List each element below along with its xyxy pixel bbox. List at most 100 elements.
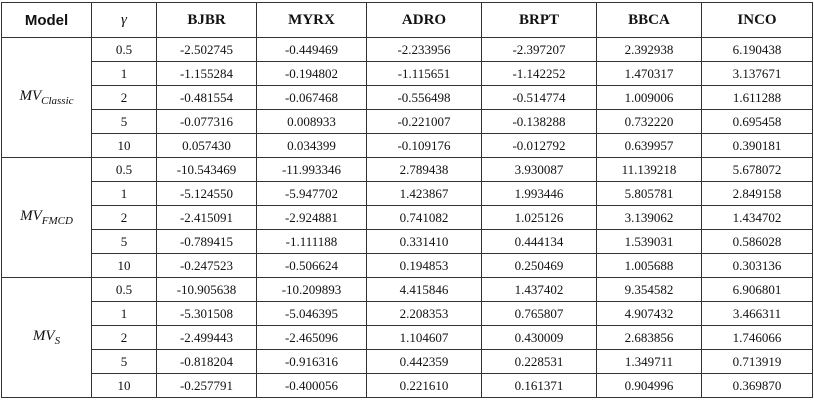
table-row: 1 -1.155284 -0.194802 -1.115651 -1.142252 1.4… <box>2 61 813 86</box>
value-cell: -2.465096 <box>256 325 367 350</box>
value-cell: -0.789415 <box>156 229 257 254</box>
value-cell: -2.924881 <box>256 205 367 230</box>
table-row: MVFMCD 0.5 -10.543469 -11.993346 2.789438 3.9… <box>1 157 813 278</box>
value-cell: 1.437402 <box>481 277 597 302</box>
model-cell: MVClassic <box>1 37 92 158</box>
header-row: Model γ BJBR MYRX ADRO BRPT BBCA INCO <box>1 2 813 38</box>
value-cell: -2.233956 <box>366 37 482 62</box>
value-cell: 0.904996 <box>596 373 702 398</box>
gamma-cell: 5 <box>91 349 157 374</box>
value-cell: 1.005688 <box>596 253 702 278</box>
gamma-cell: 5 <box>91 229 157 254</box>
value-cell: -0.138288 <box>481 109 597 134</box>
value-cell: -0.012792 <box>481 133 597 158</box>
gamma-cell: 0.5 <box>91 37 157 62</box>
value-cell: 1.611288 <box>701 85 813 110</box>
table-row: 5 -0.077316 0.008933 -0.221007 -0.138288 0.73… <box>2 109 813 134</box>
table-row: 5 -0.818204 -0.916316 0.442359 0.228531 1.349… <box>2 349 813 374</box>
value-cell: 6.190438 <box>701 37 813 62</box>
value-cell: -1.142252 <box>481 61 597 86</box>
value-cell: -0.400056 <box>256 373 367 398</box>
table-row: 2 -0.481554 -0.067468 -0.556498 -0.514774 1.0… <box>2 85 813 110</box>
gamma-cell: 10 <box>91 133 157 158</box>
gamma-cell: 2 <box>91 205 157 230</box>
value-cell: -5.947702 <box>256 181 367 206</box>
value-cell: -0.257791 <box>156 373 257 398</box>
gamma-cell: 1 <box>91 181 157 206</box>
table-row: 10 -0.247523 -0.506624 0.194853 0.250469 1.00… <box>2 253 813 278</box>
model-cell: MVS <box>1 277 92 398</box>
value-cell: -1.115651 <box>366 61 482 86</box>
value-cell: 1.104607 <box>366 325 482 350</box>
value-cell: 1.746066 <box>701 325 813 350</box>
gamma-cell: 5 <box>91 109 157 134</box>
gamma-cell: 10 <box>91 373 157 398</box>
table-row: 2 -2.415091 -2.924881 0.741082 1.025126 3.139… <box>2 205 813 230</box>
value-cell: 5.805781 <box>596 181 702 206</box>
value-cell: -0.506624 <box>256 253 367 278</box>
value-cell: 0.034399 <box>256 133 367 158</box>
value-cell: -11.993346 <box>256 157 367 182</box>
value-cell: -2.499443 <box>156 325 257 350</box>
value-cell: 3.139062 <box>596 205 702 230</box>
value-cell: 1.434702 <box>701 205 813 230</box>
gamma-cell: 2 <box>91 325 157 350</box>
table-row: 10 -0.257791 -0.400056 0.221610 0.161371 0.90… <box>2 373 813 398</box>
table-row: 10 0.057430 0.034399 -0.109176 -0.012792 0.63… <box>2 133 813 158</box>
model-name: MV <box>19 88 42 104</box>
value-cell: -5.046395 <box>256 301 367 326</box>
value-cell: 1.349711 <box>596 349 702 374</box>
value-cell: 0.161371 <box>481 373 597 398</box>
column-header: ADRO <box>366 2 482 38</box>
value-cell: -0.077316 <box>156 109 257 134</box>
value-cell: -0.916316 <box>256 349 367 374</box>
column-header: BRPT <box>481 2 597 38</box>
value-cell: 0.228531 <box>481 349 597 374</box>
table-row: MVClassic 0.5 -2.502745 -0.449469 -2.233956-… <box>1 37 813 158</box>
model-subscript: S <box>54 335 61 347</box>
value-cell: 3.466311 <box>701 301 813 326</box>
column-header: MYRX <box>256 2 367 38</box>
value-cell: 9.354582 <box>596 277 702 302</box>
model-name: MV <box>32 328 55 344</box>
value-cell: 6.906801 <box>701 277 813 302</box>
value-cell: -1.155284 <box>156 61 257 86</box>
value-cell: 0.369870 <box>701 373 813 398</box>
value-cell: 11.139218 <box>596 157 702 182</box>
column-header: γ <box>91 2 157 38</box>
gamma-cell: 0.5 <box>91 157 157 182</box>
value-cell: 1.009006 <box>596 85 702 110</box>
table-row: 2 -2.499443 -2.465096 1.104607 0.430009 2.683… <box>2 325 813 350</box>
value-cell: -0.449469 <box>256 37 367 62</box>
table-row: 1 -5.301508 -5.046395 2.208353 0.765807 4.907… <box>2 301 813 326</box>
value-cell: 3.930087 <box>481 157 597 182</box>
gamma-cell: 1 <box>91 61 157 86</box>
table-row: MVS 0.5 -10.905638 -10.209893 4.415846 1.4374… <box>1 277 813 398</box>
table-row: 5 -0.789415 -1.111188 0.331410 0.444134 1.539… <box>2 229 813 254</box>
model-subscript: FMCD <box>41 215 73 227</box>
value-cell: 0.390181 <box>701 133 813 158</box>
model-name: MV <box>20 208 42 224</box>
value-cell: 2.849158 <box>701 181 813 206</box>
value-cell: 2.789438 <box>366 157 482 182</box>
value-cell: 0.303136 <box>701 253 813 278</box>
value-cell: 0.250469 <box>481 253 597 278</box>
value-cell: 1.423867 <box>366 181 482 206</box>
value-cell: -0.194802 <box>256 61 367 86</box>
value-cell: 0.430009 <box>481 325 597 350</box>
value-cell: 4.415846 <box>366 277 482 302</box>
value-cell: -10.905638 <box>156 277 257 302</box>
value-cell: 0.713919 <box>701 349 813 374</box>
model-cell: MVFMCD <box>1 157 92 278</box>
value-cell: -0.556498 <box>366 85 482 110</box>
value-cell: 0.639957 <box>596 133 702 158</box>
value-cell: 5.678072 <box>701 157 813 182</box>
value-cell: 2.208353 <box>366 301 482 326</box>
value-cell: -2.502745 <box>156 37 257 62</box>
value-cell: 0.057430 <box>156 133 257 158</box>
value-cell: -0.109176 <box>366 133 482 158</box>
value-cell: 0.732220 <box>596 109 702 134</box>
table-body: MVClassic 0.5 -2.502745 -0.449469 -2.233956-… <box>1 37 813 398</box>
